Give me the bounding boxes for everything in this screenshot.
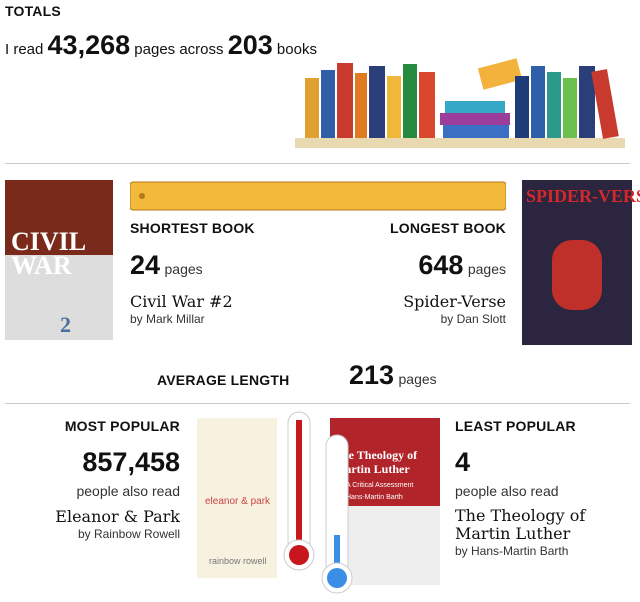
label: MOST POPULAR xyxy=(64,418,180,434)
book-cover: eleanor & park rainbow rowell xyxy=(197,418,277,578)
book-author: by Dan Slott xyxy=(440,312,506,326)
book-author: by Hans-Martin Barth xyxy=(455,544,569,558)
text: books xyxy=(276,41,317,58)
label: AVERAGE LENGTH xyxy=(157,372,290,388)
cover-art xyxy=(552,240,602,310)
cover-title: CIVIL WAR xyxy=(11,227,85,280)
text: I read xyxy=(5,41,44,58)
pages-total: 43,268 xyxy=(47,30,131,60)
cover-title: The Theology of Martin Luther xyxy=(334,448,418,476)
text: pages across xyxy=(134,41,224,58)
book-cover: SPIDER-VERSE xyxy=(522,180,640,345)
label: SHORTEST BOOK xyxy=(130,220,255,236)
book-title: Spider-Verse xyxy=(403,292,506,311)
books xyxy=(305,58,619,139)
bookshelf-illustration xyxy=(295,58,625,148)
thermometer-fill xyxy=(296,420,302,545)
cover-author: Hans-Martin Barth xyxy=(346,494,403,501)
ruler-hole xyxy=(139,193,145,199)
thermometers xyxy=(283,411,353,594)
pages: 24 xyxy=(130,250,161,280)
cover-title: eleanor & park xyxy=(205,496,271,507)
cover-art xyxy=(5,180,113,255)
stat: 24 pages xyxy=(130,250,203,281)
divider xyxy=(5,403,630,404)
section-title: TOTALS xyxy=(5,3,61,19)
unit: pages xyxy=(164,261,203,277)
thermometer-fill xyxy=(334,535,340,570)
stat: 213 pages xyxy=(349,360,437,391)
cover-number: 2 xyxy=(60,312,71,337)
bulb-fill xyxy=(289,545,309,565)
books-total: 203 xyxy=(227,30,273,60)
bulb-fill xyxy=(327,568,347,588)
unit: people also read xyxy=(455,483,559,499)
book-author: by Mark Millar xyxy=(130,312,205,326)
label: LONGEST BOOK xyxy=(390,220,506,236)
pages: 648 xyxy=(418,250,464,280)
label: LEAST POPULAR xyxy=(455,418,576,434)
ruler-illustration xyxy=(130,181,506,211)
book-title: The Theology of Martin Luther xyxy=(455,506,586,543)
book-author: by Rainbow Rowell xyxy=(77,527,180,541)
divider xyxy=(5,163,630,164)
unit: pages xyxy=(398,371,437,387)
unit: pages xyxy=(467,261,506,277)
shelf xyxy=(295,138,625,148)
cover-author: rainbow rowell xyxy=(209,556,267,566)
count: 857,458 xyxy=(82,447,180,477)
pages: 213 xyxy=(349,360,395,390)
stat: 648 pages xyxy=(418,250,506,281)
book-title: Eleanor & Park xyxy=(55,507,180,526)
book-title: Civil War #2 xyxy=(130,292,233,311)
book-cover: CIVIL WAR 2 xyxy=(5,180,113,340)
cover-subtitle: A Critical Assessment xyxy=(346,482,414,489)
count: 4 xyxy=(455,447,471,477)
totals-line: I read 43,268 pages across 203 books xyxy=(5,30,317,61)
ruler xyxy=(130,181,506,211)
cover-title: SPIDER-VERSE xyxy=(526,186,640,206)
unit: people also read xyxy=(76,483,180,499)
